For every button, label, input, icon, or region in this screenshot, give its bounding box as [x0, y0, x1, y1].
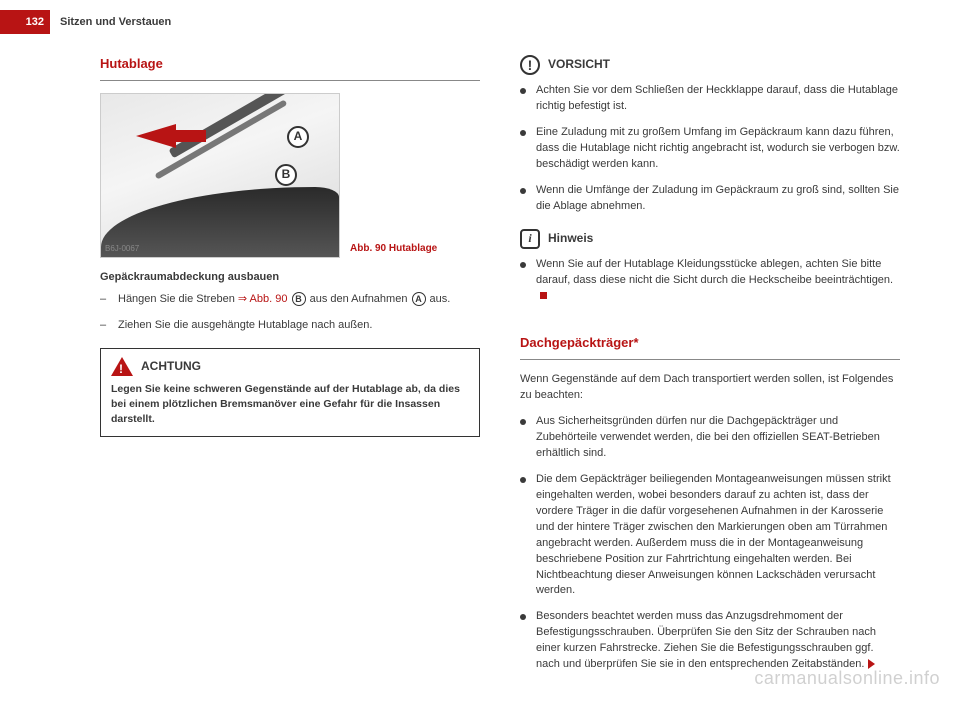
- section-heading-hutablage: Hutablage: [100, 55, 480, 74]
- bullet-icon: [520, 419, 526, 425]
- roof-intro: Wenn Gegenstände auf dem Dach transporti…: [520, 372, 900, 404]
- roof-list: Aus Sicherheitsgründen dürfen nur die Da…: [520, 414, 900, 673]
- bullet-icon: [520, 188, 526, 194]
- watermark: carmanualsonline.info: [754, 668, 940, 689]
- vorsicht-header: ! VORSICHT: [520, 55, 900, 75]
- bullet-icon: [520, 477, 526, 483]
- figure-hutablage: A B B6J-0067: [100, 93, 340, 258]
- hinweis-text: Wenn Sie auf der Hutablage Kleidungsstüc…: [536, 258, 893, 286]
- list-item: Besonders beachtet werden muss das Anzug…: [520, 609, 900, 673]
- step1-end: aus.: [427, 293, 451, 305]
- heading-rule: [520, 359, 900, 360]
- inline-callout-b: B: [292, 292, 306, 306]
- figure-arrow: [136, 124, 176, 148]
- section-end-icon: [540, 292, 547, 299]
- bullet-text: Wenn die Umfänge der Zuladung im Gepäckr…: [536, 183, 900, 215]
- bullet-text: Achten Sie vor dem Schließen der Heckkla…: [536, 83, 900, 115]
- bullet-icon: [520, 262, 526, 268]
- step1-pre: Hängen Sie die Streben: [118, 293, 238, 305]
- roof-text-3: Besonders beachtet werden muss das Anzug…: [536, 610, 876, 670]
- vorsicht-title: VORSICHT: [548, 56, 610, 73]
- figure-callout-a: A: [287, 126, 309, 148]
- left-column: Hutablage A B B6J-0067 Abb. 90 Hutablage…: [100, 55, 480, 671]
- bullet-text: Besonders beachtet werden muss das Anzug…: [536, 609, 900, 673]
- step-item: – Hängen Sie die Streben ⇒ Abb. 90 B aus…: [100, 292, 480, 308]
- page-number-tab: 132: [0, 10, 50, 34]
- subheading-ausbauen: Gepäckraumabdeckung ausbauen: [100, 270, 480, 286]
- list-item: Achten Sie vor dem Schließen der Heckkla…: [520, 83, 900, 115]
- bullet-icon: [520, 614, 526, 620]
- dash-icon: –: [100, 292, 110, 308]
- chapter-title: Sitzen und Verstauen: [60, 16, 171, 28]
- info-square-icon: i: [520, 229, 540, 249]
- warning-header: ACHTUNG: [111, 357, 469, 376]
- hinweis-header: i Hinweis: [520, 229, 900, 249]
- figure-callout-b: B: [275, 164, 297, 186]
- inline-callout-a: A: [412, 292, 426, 306]
- step-text: Ziehen Sie die ausgehängte Hutablage nac…: [118, 318, 372, 334]
- section-heading-roof: Dachgepäckträger*: [520, 334, 900, 353]
- bullet-text: Eine Zuladung mit zu großem Umfang im Ge…: [536, 125, 900, 173]
- list-item: Wenn die Umfänge der Zuladung im Gepäckr…: [520, 183, 900, 215]
- bullet-text: Die dem Gepäckträger beiliegenden Montag…: [536, 472, 900, 600]
- vorsicht-list: Achten Sie vor dem Schließen der Heckkla…: [520, 83, 900, 215]
- step-text: Hängen Sie die Streben ⇒ Abb. 90 B aus d…: [118, 292, 450, 308]
- heading-rule: [100, 80, 480, 81]
- figure-reference: ⇒ Abb. 90: [238, 293, 288, 305]
- warning-box: ACHTUNG Legen Sie keine schweren Gegenst…: [100, 348, 480, 437]
- warning-title: ACHTUNG: [141, 358, 201, 375]
- bullet-icon: [520, 88, 526, 94]
- list-item: Aus Sicherheitsgründen dürfen nur die Da…: [520, 414, 900, 462]
- bullet-text: Wenn Sie auf der Hutablage Kleidungsstüc…: [536, 257, 900, 305]
- list-item: Die dem Gepäckträger beiliegenden Montag…: [520, 472, 900, 600]
- figure-id: B6J-0067: [105, 243, 139, 255]
- dash-icon: –: [100, 318, 110, 334]
- bullet-text: Aus Sicherheitsgründen dürfen nur die Da…: [536, 414, 900, 462]
- caution-circle-icon: !: [520, 55, 540, 75]
- hinweis-title: Hinweis: [548, 230, 593, 247]
- bullet-icon: [520, 130, 526, 136]
- list-item: Wenn Sie auf der Hutablage Kleidungsstüc…: [520, 257, 900, 305]
- hinweis-list: Wenn Sie auf der Hutablage Kleidungsstüc…: [520, 257, 900, 305]
- figure-caption: Abb. 90 Hutablage: [350, 242, 480, 257]
- step-list: – Hängen Sie die Streben ⇒ Abb. 90 B aus…: [100, 292, 480, 334]
- warning-triangle-icon: [111, 357, 133, 376]
- content-columns: Hutablage A B B6J-0067 Abb. 90 Hutablage…: [100, 55, 900, 671]
- page-number: 132: [26, 16, 44, 28]
- step-item: – Ziehen Sie die ausgehängte Hutablage n…: [100, 318, 480, 334]
- right-column: ! VORSICHT Achten Sie vor dem Schließen …: [520, 55, 900, 671]
- step1-mid: aus den Aufnahmen: [307, 293, 411, 305]
- warning-text: Legen Sie keine schweren Gegenstände auf…: [111, 382, 469, 426]
- list-item: Eine Zuladung mit zu großem Umfang im Ge…: [520, 125, 900, 173]
